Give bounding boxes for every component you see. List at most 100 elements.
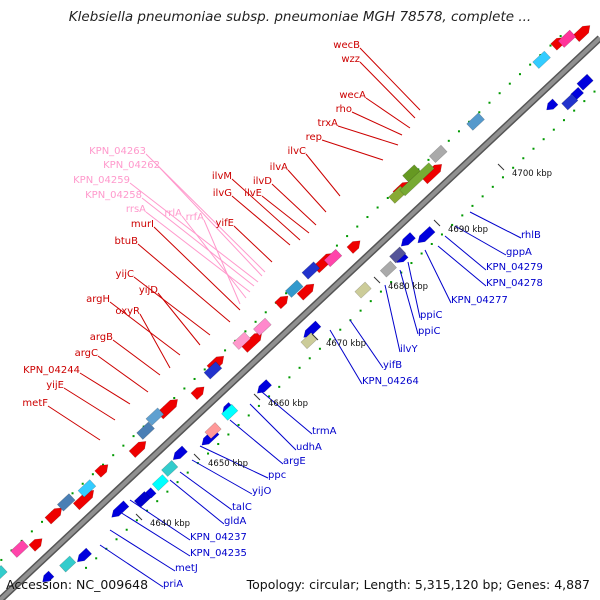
reverse-gene-block bbox=[389, 246, 407, 264]
rna-gene-label: rrlA bbox=[164, 208, 182, 219]
leader-line bbox=[63, 387, 116, 421]
leader-line bbox=[199, 445, 269, 479]
tick-dot bbox=[91, 473, 94, 476]
forward-gene-arrow bbox=[44, 507, 63, 525]
forward-gene-arrow bbox=[94, 464, 109, 478]
tick-dot bbox=[335, 244, 338, 247]
leader-line bbox=[79, 372, 131, 405]
leader-line bbox=[129, 499, 191, 541]
tick-dot bbox=[386, 196, 389, 199]
forward-gene-arrow bbox=[28, 538, 43, 552]
kbp-ticks: 4640 kbp 4650 kbp 4660 kbp 4670 kbp 4680 kbp… bbox=[135, 163, 552, 529]
forward-gene-block bbox=[0, 565, 8, 584]
reverse-gene-label: KPN_04279 bbox=[486, 262, 543, 273]
leader-line bbox=[359, 61, 416, 119]
leader-line bbox=[137, 243, 231, 323]
tick-dot bbox=[30, 530, 33, 533]
leader-line bbox=[203, 219, 241, 305]
tick-dot bbox=[115, 538, 118, 541]
kbp-tick-mark bbox=[433, 219, 441, 227]
tick-dot bbox=[122, 444, 125, 447]
leader-line bbox=[469, 211, 522, 239]
leader-line bbox=[169, 479, 225, 525]
tick-dot bbox=[224, 349, 227, 352]
forward-gene-label: yifE bbox=[215, 218, 234, 229]
kbp-tick-label: 4670 kbp bbox=[326, 339, 366, 349]
leader-line bbox=[145, 211, 251, 293]
tick-dot bbox=[217, 443, 220, 446]
leader-line bbox=[384, 284, 401, 353]
forward-gene-arrow bbox=[296, 283, 315, 301]
kbp-tick-mark bbox=[253, 393, 261, 401]
tick-dot bbox=[81, 482, 84, 485]
forward-gene-block bbox=[136, 421, 155, 440]
kbp-tick-label: 4680 kbp bbox=[388, 282, 428, 292]
tick-dot bbox=[451, 223, 454, 226]
reverse-gene-label: ppiC bbox=[420, 310, 442, 321]
accession-text: Accession: NC_009648 bbox=[6, 577, 149, 592]
leader-line bbox=[139, 313, 171, 369]
tick-dot bbox=[593, 90, 596, 93]
tick-dot bbox=[573, 109, 576, 112]
tick-dot bbox=[420, 252, 423, 255]
leader-line bbox=[271, 183, 317, 226]
tick-dot bbox=[583, 100, 586, 103]
leader-line bbox=[365, 97, 411, 129]
rna-gene-label: KPN_04263 bbox=[89, 146, 146, 157]
tick-dot bbox=[491, 185, 494, 188]
leader-line bbox=[407, 261, 421, 319]
tick-dot bbox=[176, 481, 179, 484]
reverse-gene-arrow bbox=[76, 547, 93, 563]
reverse-gene-block bbox=[576, 73, 594, 91]
reverse-gene-block bbox=[59, 555, 77, 573]
tick-dot bbox=[447, 139, 450, 142]
leader-line bbox=[444, 235, 487, 271]
kbp-tick-mark bbox=[135, 513, 143, 521]
tick-dot bbox=[481, 195, 484, 198]
leader-line bbox=[454, 225, 507, 256]
tick-dot bbox=[257, 404, 260, 407]
rna-gene-label: rrfA bbox=[186, 212, 205, 223]
tick-dot bbox=[549, 44, 552, 47]
reverse-gene-label: gppA bbox=[506, 247, 532, 258]
forward-gene-label: wecB bbox=[333, 40, 360, 51]
tick-dot bbox=[440, 233, 443, 236]
reverse-gene-label: ppiC bbox=[418, 326, 440, 337]
forward-gene-label: ilvC bbox=[288, 146, 306, 157]
forward-gene-block bbox=[10, 539, 29, 558]
forward-gene-label: argB bbox=[90, 332, 113, 343]
map-title: Klebsiella pneumoniae subsp. pneumoniae … bbox=[68, 9, 532, 25]
forward-gene-arrow bbox=[346, 240, 361, 254]
reverse-gene-label: priA bbox=[163, 579, 183, 590]
tick-dot bbox=[247, 414, 250, 417]
tick-dot bbox=[552, 128, 555, 131]
forward-gene-block bbox=[203, 361, 223, 380]
tick-dot bbox=[318, 347, 321, 350]
reverse-gene-label: gldA bbox=[224, 516, 246, 527]
backbone-line-inner bbox=[0, 36, 600, 600]
tick-dot bbox=[542, 138, 545, 141]
label-leader-lines bbox=[47, 47, 522, 588]
tick-dot bbox=[379, 290, 382, 293]
leader-line bbox=[112, 339, 161, 376]
reverse-gene-label: KPN_04264 bbox=[362, 376, 419, 387]
leader-line bbox=[249, 403, 297, 451]
forward-gene-label: KPN_04244 bbox=[23, 365, 80, 376]
reverse-gene-arrow bbox=[172, 445, 188, 461]
reverse-gene-block bbox=[221, 403, 239, 421]
reverse-gene-block bbox=[379, 260, 397, 278]
tick-dot bbox=[532, 147, 535, 150]
leader-line bbox=[191, 459, 253, 495]
leader-line bbox=[359, 47, 421, 111]
leader-line bbox=[337, 125, 399, 146]
leader-line bbox=[261, 391, 313, 435]
tick-dot bbox=[518, 73, 521, 76]
forward-gene-block bbox=[428, 144, 448, 164]
reverse-gene-label: trmA bbox=[312, 426, 337, 437]
tick-dot bbox=[203, 368, 206, 371]
reverse-gene-arrow bbox=[400, 232, 416, 247]
reverse-gene-label: KPN_04278 bbox=[486, 278, 543, 289]
forward-gene-label: wzz bbox=[341, 54, 360, 65]
tick-dot bbox=[529, 63, 532, 66]
